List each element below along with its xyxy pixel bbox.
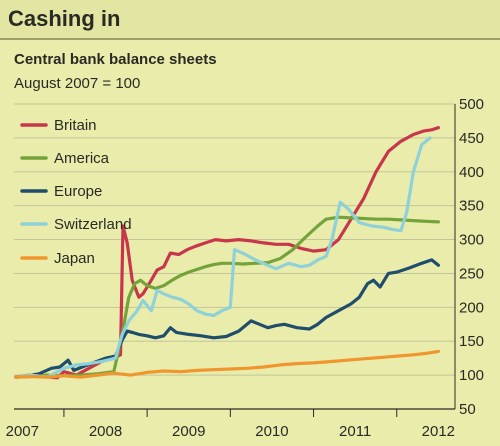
y-tick-label: 400 (459, 164, 484, 181)
y-tick-label: 100 (459, 367, 484, 384)
x-tick-label: 2007 (6, 423, 39, 440)
x-tick-label: 2008 (89, 423, 122, 440)
y-tick-label: 150 (459, 333, 484, 350)
series-line-japan (14, 349, 440, 379)
series-line-europe (14, 258, 440, 379)
header-rule (0, 38, 500, 40)
y-tick-label: 300 (459, 232, 484, 249)
y-tick-label: 500 (459, 96, 484, 113)
chart-title: Central bank balance sheets (14, 51, 217, 68)
page-title: Cashing in (8, 6, 121, 31)
x-tick-label: 2010 (255, 423, 288, 440)
x-tick-label: 2012 (422, 423, 455, 440)
y-tick-label: 250 (459, 265, 484, 282)
chart-subtitle: August 2007 = 100 (14, 75, 141, 92)
series-line-switzerland (14, 136, 432, 379)
legend-label-europe: Europe (54, 183, 102, 200)
x-tick-label: 2011 (339, 423, 371, 440)
legend-label-switzerland: Switzerland (54, 216, 132, 233)
legend-label-japan: Japan (54, 250, 95, 267)
x-tick-label: 2009 (172, 423, 205, 440)
y-tick-label: 350 (459, 198, 484, 215)
y-tick-label: 50 (459, 401, 476, 418)
y-tick-label: 200 (459, 299, 484, 316)
legend-label-britain: Britain (54, 117, 97, 134)
y-tick-label: 450 (459, 130, 484, 147)
header-bar (0, 0, 500, 38)
legend-label-america: America (54, 150, 110, 167)
